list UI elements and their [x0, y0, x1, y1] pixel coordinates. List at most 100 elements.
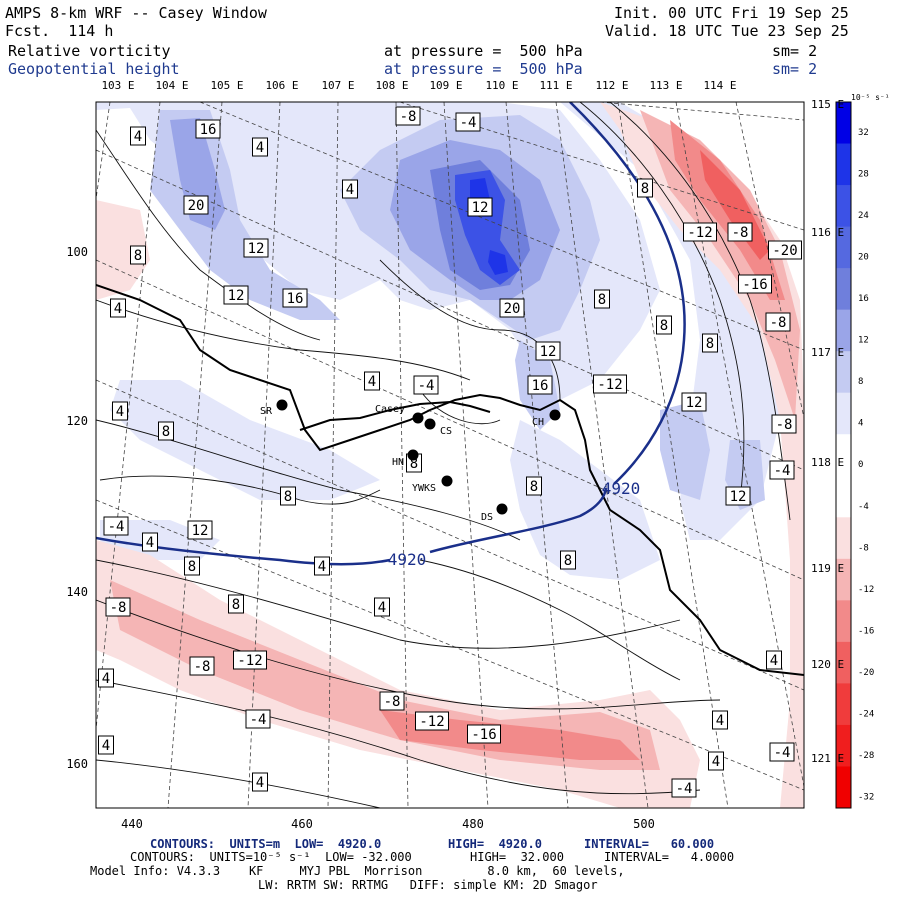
valid-time: Valid. 18 UTC Tue 23 Sep 25	[605, 22, 849, 40]
contour-label-box	[282, 288, 308, 308]
contour-label: 8	[641, 181, 649, 197]
contour-label-box	[243, 238, 269, 258]
contour-label-box	[103, 516, 129, 536]
contour-label: -12	[687, 225, 712, 241]
contour-label: 8	[660, 318, 668, 334]
contour-label: 4	[378, 600, 386, 616]
colorbar-tick-label: -24	[858, 709, 874, 719]
contour-label: -16	[471, 727, 496, 743]
colorbar-swatch	[836, 766, 851, 809]
contour-label-box	[712, 710, 728, 730]
plot-border	[95, 101, 805, 809]
contour-label-box	[105, 597, 131, 617]
contour-label: 8	[706, 336, 714, 352]
contour-label: -12	[419, 714, 444, 730]
contour-label: 4	[256, 140, 264, 156]
station-marker	[407, 449, 419, 461]
contour-labels: 16 4 4 -8 -4 20 4 12 8 8 12 12 16 20 12 16 4 -4 8 8 8 -12 -12 -…	[98, 106, 802, 798]
contour-label-box	[594, 289, 610, 309]
vorticity-shading	[96, 102, 804, 808]
contour-label-box	[413, 375, 439, 395]
colorbar-swatch	[836, 517, 851, 560]
contour-label: -8	[770, 315, 787, 331]
contour-label: -4	[250, 712, 267, 728]
station-label: SR	[260, 406, 273, 417]
contour-label: 4	[102, 671, 110, 687]
station-label: Casey	[375, 404, 405, 415]
contour-label-box	[671, 778, 697, 798]
field1-level: at pressure = 500 hPa	[384, 42, 583, 60]
contour-label: 12	[228, 288, 245, 304]
coastline	[96, 284, 804, 676]
contour-label: 4	[256, 775, 264, 791]
contour-label-box	[183, 195, 209, 215]
x-tick-label: 480	[462, 817, 484, 831]
contour-label: 12	[248, 241, 265, 257]
contour-label: -8	[194, 659, 211, 675]
station-label: DS	[481, 512, 493, 523]
contour-label: -4	[676, 781, 693, 797]
contour-label: 4	[116, 404, 124, 420]
contour-label: 8	[232, 597, 240, 613]
field1-smoothing: sm= 2	[772, 42, 818, 60]
contour-label-box	[560, 550, 576, 570]
colorbar-units: 10⁻⁵ s⁻¹	[851, 93, 890, 102]
colorbar-swatch	[836, 641, 851, 684]
contour-label-box	[681, 392, 707, 412]
colorbar-swatch	[836, 434, 851, 477]
contour-label-box	[637, 178, 653, 198]
contour-label-box	[499, 298, 525, 318]
longitude-label: 110 E	[485, 79, 518, 92]
longitude-label: 109 E	[429, 79, 462, 92]
contour-label: -4	[774, 745, 791, 761]
figure-title: AMPS 8-km WRF -- Casey Window	[5, 4, 267, 22]
contour-label-box	[223, 285, 249, 305]
contour-label-box	[280, 486, 296, 506]
contour-label-box	[526, 476, 542, 496]
contour-label: -4	[418, 378, 435, 394]
contour-label-box	[374, 597, 390, 617]
longitude-label: 112 E	[595, 79, 628, 92]
colorbar-tick-label: 8	[858, 377, 863, 387]
contour-label-box	[467, 197, 493, 217]
contour-label: 8	[188, 559, 196, 575]
colorbar-swatch	[836, 102, 851, 145]
contour-label-box	[769, 742, 795, 762]
longitude-label: 103 E	[101, 79, 134, 92]
contour-label: 4	[368, 374, 376, 390]
contour-label-box	[683, 222, 717, 242]
colorbar-swatch	[836, 185, 851, 228]
station-marker	[412, 412, 424, 424]
contour-label: -20	[772, 243, 797, 259]
longitude-label: 111 E	[539, 79, 572, 92]
longitude-label-right: 121 E	[811, 752, 844, 765]
station-label: CH	[532, 417, 544, 428]
contour-label: -4	[774, 463, 791, 479]
contour-label: 12	[686, 395, 703, 411]
x-tick-label: 460	[291, 817, 313, 831]
field2-level: at pressure = 500 hPa	[384, 60, 583, 78]
contour-label: 4	[770, 653, 778, 669]
colorbar-swatch	[836, 268, 851, 311]
station-label: HN	[392, 457, 404, 468]
contour-label: -4	[108, 519, 125, 535]
colorbar-swatch	[836, 475, 851, 518]
contour-label-box	[130, 126, 146, 146]
contour-label: 8	[410, 456, 418, 472]
y-tick-label: 120	[66, 414, 88, 428]
field2-name: Geopotential height	[8, 60, 180, 78]
contour-label: 8	[564, 553, 572, 569]
graticule	[96, 102, 804, 808]
contour-label-box	[771, 414, 797, 434]
contour-label: 8	[530, 479, 538, 495]
contour-label-box	[395, 106, 421, 126]
colorbar-tick-label: 12	[858, 336, 869, 346]
longitude-label-right: 119 E	[811, 562, 844, 575]
colorbar-tick-label: 4	[858, 419, 863, 429]
model-info: Model Info: V4.3.3 KF MYJ PBL Morrison 8…	[90, 864, 625, 878]
stations: SR Casey CS HN YWKS DS CH	[260, 399, 561, 523]
contour-label: -8	[384, 694, 401, 710]
contour-label-box	[467, 724, 501, 744]
colorbar-swatch	[836, 600, 851, 643]
